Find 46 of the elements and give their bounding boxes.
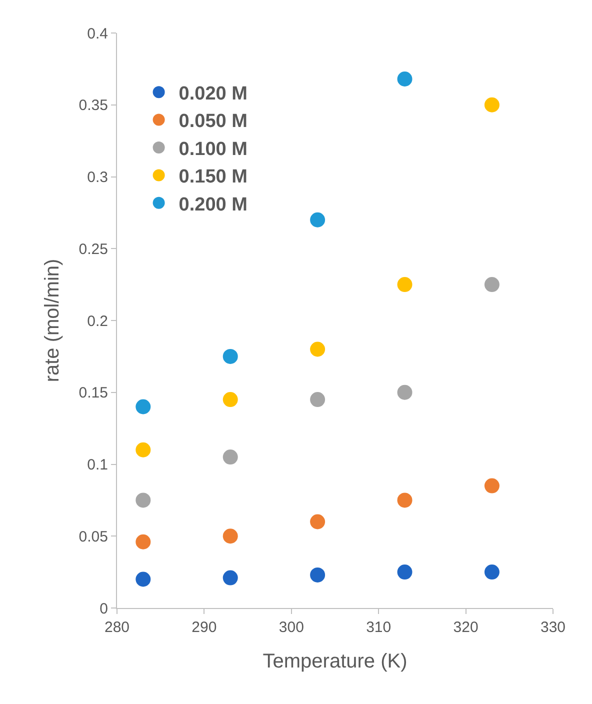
y-axis-title: rate (mol/min) [41,258,64,382]
point [310,342,326,357]
point [484,564,500,580]
x-tick-label: 290 [192,619,217,636]
point [397,384,412,400]
point [222,570,238,586]
point [222,450,238,465]
x-tick-label: 300 [278,619,304,636]
legend-label: 0.200 M [178,194,248,216]
point [136,572,151,587]
y-tick-label: 0.25 [78,240,108,258]
y-tick-label: 0.15 [78,384,108,402]
point [310,392,326,408]
point [136,442,151,458]
x-tick-label: 310 [366,619,392,636]
point [397,277,412,292]
y-tick-label: 0.1 [87,456,108,474]
y-tick-label: 0.05 [78,528,108,546]
point [397,492,412,508]
point [222,348,238,364]
point [310,567,326,582]
legend-label: 0.050 M [178,111,248,132]
point [136,399,151,414]
legend-label: 0.150 M [178,166,248,188]
point [310,212,326,228]
y-tick-label: 0.35 [78,97,108,114]
point [397,564,412,580]
x-axis-title: Temperature (K) [262,650,408,672]
legend-label: 0.100 M [178,138,248,160]
point [222,392,238,408]
point [310,514,326,530]
point [136,492,151,508]
y-tick-label: 0.3 [87,169,108,186]
legend-label: 0.020 M [178,84,248,105]
point [222,528,238,544]
y-tick-label: 0.4 [87,25,108,42]
x-tick-label: 280 [104,619,130,636]
point [484,478,500,494]
point [397,72,412,86]
y-tick-label: 0.2 [87,312,108,330]
point [484,97,500,112]
point [484,277,500,292]
point [136,534,151,550]
y-tick-label: 0 [100,600,108,618]
x-tick-label: 320 [453,619,478,636]
x-tick-label: 330 [540,619,566,636]
